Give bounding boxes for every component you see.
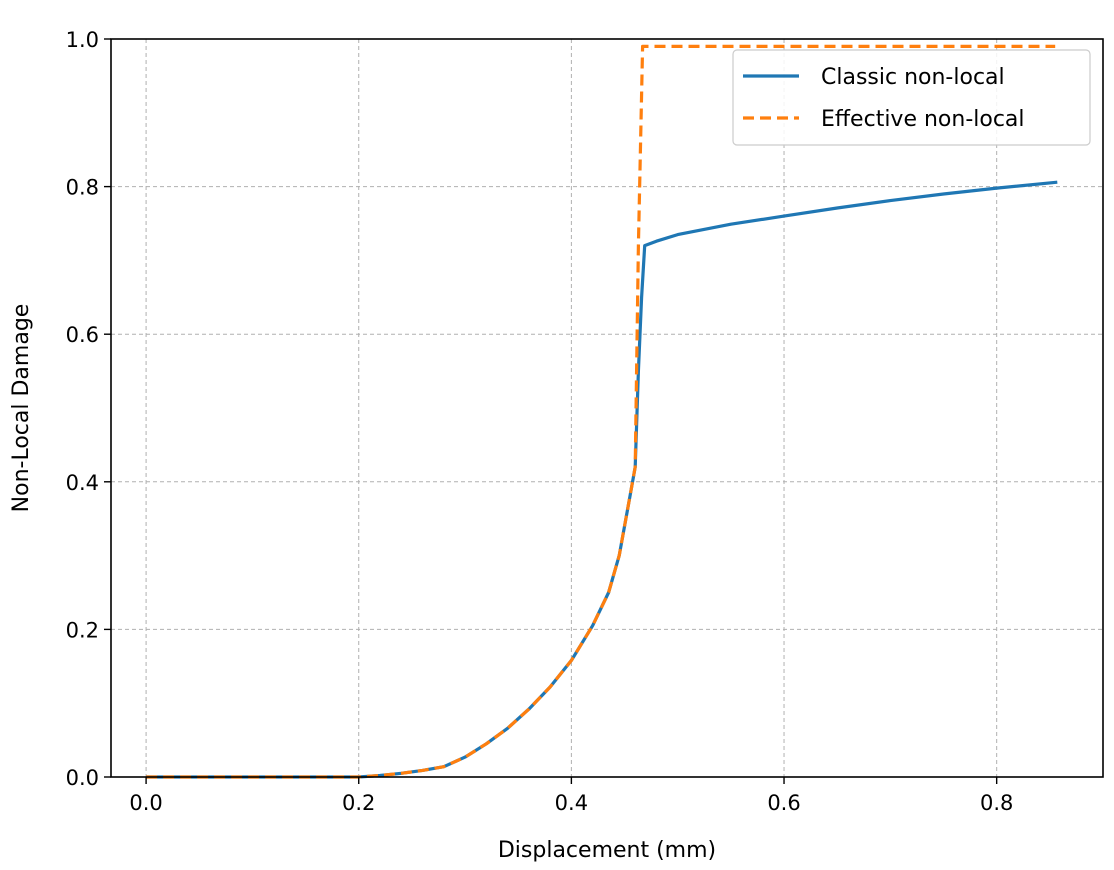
- x-tick-label: 0.8: [980, 791, 1013, 815]
- x-tick-label: 0.6: [767, 791, 800, 815]
- legend-label-classic: Classic non-local: [821, 65, 1005, 90]
- y-tick-label: 0.2: [66, 618, 99, 642]
- x-axis-label: Displacement (mm): [498, 838, 716, 863]
- legend: Classic non-local Effective non-local: [732, 49, 1091, 146]
- y-tick-label: 1.0: [66, 28, 99, 52]
- x-tick-label: 0.4: [555, 791, 588, 815]
- y-axis-label: Non-Local Damage: [9, 304, 34, 513]
- x-axis: 0.0 0.2 0.4 0.6 0.8: [129, 777, 1013, 815]
- y-axis: 0.0 0.2 0.4 0.6 0.8 1.0: [66, 28, 111, 790]
- x-tick-label: 0.2: [342, 791, 375, 815]
- y-tick-label: 0.8: [66, 176, 99, 200]
- series-layer: [146, 44, 1058, 779]
- plot-frame: [110, 38, 1104, 778]
- series-line-effective: [146, 44, 1056, 779]
- y-tick-label: 0.6: [66, 323, 99, 347]
- legend-box: [732, 49, 1091, 146]
- x-tick-label: 0.0: [129, 791, 162, 815]
- legend-label-effective: Effective non-local: [821, 107, 1025, 132]
- y-tick-label: 0.0: [66, 766, 99, 790]
- y-tick-label: 0.4: [66, 471, 99, 495]
